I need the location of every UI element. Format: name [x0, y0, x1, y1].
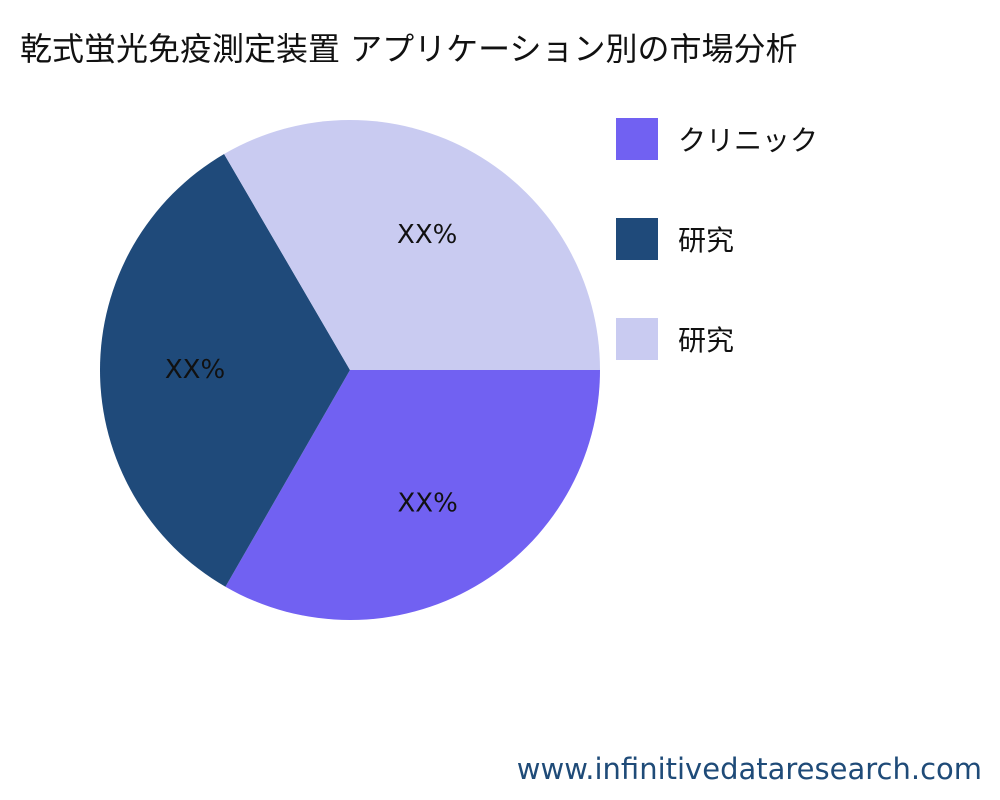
legend-item-clinic: クリニック — [616, 118, 818, 160]
legend-item-research-1: 研究 — [616, 218, 818, 260]
pie-slice-research-2 — [224, 119, 601, 370]
pie-slice-clinic — [225, 370, 600, 620]
pie-slice-research-1 — [99, 154, 350, 587]
legend-swatch-research-1 — [616, 218, 658, 260]
slice-value-label: XX% — [165, 355, 225, 385]
legend-item-research-2: 研究 — [616, 318, 818, 360]
slice-value-label: XX% — [397, 489, 457, 519]
website-watermark: www.infinitivedataresearch.com — [516, 752, 982, 786]
legend-label-research-1: 研究 — [678, 224, 735, 257]
slice-value-label: XX% — [397, 220, 457, 250]
legend: クリニック 研究 研究 — [616, 118, 818, 418]
legend-label-research-2: 研究 — [678, 324, 735, 357]
chart-title: 乾式蛍光免疫測定装置 アプリケーション別の市場分析 — [20, 30, 798, 68]
legend-label-clinic: クリニック — [678, 124, 819, 157]
legend-swatch-research-2 — [616, 318, 658, 360]
legend-swatch-clinic — [616, 118, 658, 160]
